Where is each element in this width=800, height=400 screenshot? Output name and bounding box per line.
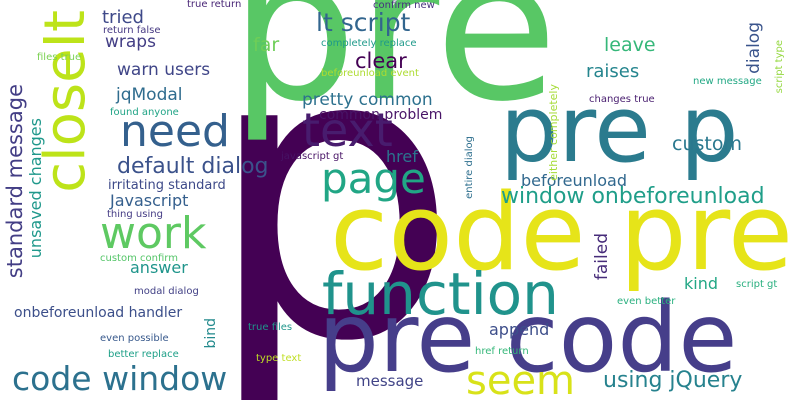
word: completely replace xyxy=(321,38,417,49)
word: either completely xyxy=(547,84,560,181)
word: javascript gt xyxy=(281,151,344,162)
word: need xyxy=(120,106,230,157)
word: href return xyxy=(475,346,529,357)
word: unsaved changes xyxy=(26,118,45,259)
word: script type xyxy=(774,40,785,94)
word: bind xyxy=(203,318,219,349)
word: pretty common xyxy=(302,90,433,110)
word: true files xyxy=(248,322,293,333)
word: lt script xyxy=(316,8,411,37)
word: beforeunload xyxy=(521,171,627,190)
word: beforeunload event xyxy=(321,68,419,79)
word: seem xyxy=(466,358,576,400)
word: standard message xyxy=(3,84,27,279)
word: script gt xyxy=(736,279,778,290)
word: return false xyxy=(103,25,161,36)
word: common problem xyxy=(319,107,443,123)
word: using jQuery xyxy=(603,368,743,393)
word: found anyone xyxy=(110,107,179,118)
word: failed xyxy=(592,233,612,281)
word: closeIt xyxy=(33,10,98,193)
word: code window xyxy=(12,359,228,398)
word: function xyxy=(322,260,559,328)
word: default dialog xyxy=(117,154,269,179)
word: irritating standard xyxy=(108,178,226,193)
word: page xyxy=(321,154,426,203)
word: pre code xyxy=(318,282,738,394)
word: window onbeforeunload xyxy=(501,184,765,209)
word: wraps xyxy=(105,32,156,52)
word: pre xyxy=(230,0,558,146)
word: custom xyxy=(672,133,742,155)
word: clear xyxy=(355,49,407,73)
word: files true xyxy=(37,52,82,63)
word: code pre xyxy=(330,171,794,294)
word: type text xyxy=(256,353,302,364)
word: onbeforeunload handler xyxy=(14,305,183,321)
word: kind xyxy=(684,274,719,293)
word: better replace xyxy=(108,349,179,360)
word: href xyxy=(386,147,418,166)
word: true return xyxy=(187,0,242,10)
word: append xyxy=(489,320,550,339)
word: entire dialog xyxy=(464,136,475,199)
word: p xyxy=(205,0,459,400)
word: Javascript xyxy=(110,191,189,210)
word: custom confirm xyxy=(100,253,178,264)
word: answer xyxy=(130,258,188,277)
word: changes true xyxy=(589,94,655,105)
word: leave xyxy=(604,34,656,56)
word: thing using xyxy=(107,209,163,220)
word: message xyxy=(356,372,424,390)
word: warn users xyxy=(117,60,211,80)
word: confirm new xyxy=(373,0,435,11)
word: text xyxy=(302,103,393,157)
word: work xyxy=(100,208,207,259)
word: even better xyxy=(617,296,676,307)
word: dialog xyxy=(744,22,764,74)
word: far xyxy=(253,34,280,56)
word: new message xyxy=(693,76,762,87)
word: even possible xyxy=(100,333,169,344)
word: tried xyxy=(102,7,144,28)
word: jqModal xyxy=(116,85,183,105)
word: raises xyxy=(586,61,640,82)
word: pre p xyxy=(500,76,739,183)
word: modal dialog xyxy=(134,286,199,297)
